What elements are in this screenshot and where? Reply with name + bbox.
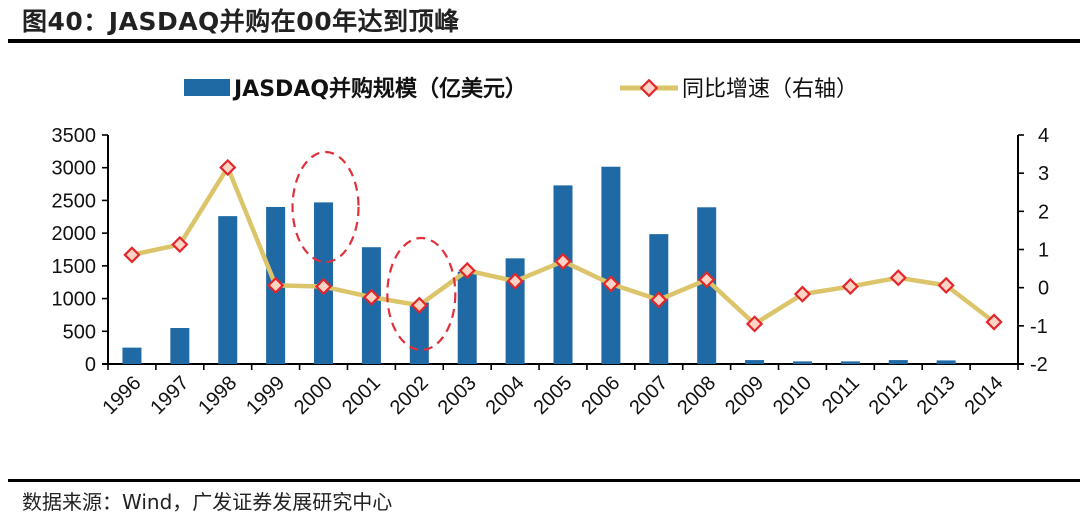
growth-marker-2013 [937,276,955,295]
left-axis-tick-label: 0 [85,354,96,376]
legend-line-label: 同比增速（右轴） [682,77,858,102]
right-axis-tick-label: -2 [1030,354,1048,376]
x-axis-tick-label: 2001 [338,372,385,419]
legend-bar-label: JASDAQ并购规模（亿美元） [232,76,527,102]
figure-title-text: JASDAQ并购在00年达到顶峰 [108,7,460,36]
x-axis-tick-label: 2008 [673,372,720,419]
right-axis-tick-label: -1 [1030,316,1048,338]
right-axis-tick-label: 3 [1038,163,1049,185]
highlight-ellipse-2000 [291,150,360,264]
x-axis-tick-label: 2007 [625,372,672,419]
bar-2012 [888,360,908,364]
left-axis-tick-label: 2000 [52,223,97,245]
x-axis-tick-label: 2012 [865,372,912,419]
growth-marker-1996 [123,246,141,264]
bottom-rule [8,479,1080,482]
x-axis-tick-label: 1999 [242,372,289,419]
x-axis-tick-label: 2011 [818,372,864,418]
left-axis-tick-label: 1000 [52,289,97,311]
left-axis-tick-label: 3000 [52,158,97,180]
legend-bar-swatch [184,79,230,96]
x-axis-tick-label: 2005 [530,372,577,419]
left-axis-tick-label: 1500 [52,256,97,278]
bar-2006 [601,166,621,364]
bar-2013 [936,360,956,364]
growth-marker-2005 [554,252,572,270]
left-axis-tick-label: 3500 [52,125,97,147]
left-axis-tick-label: 2500 [52,190,97,212]
growth-marker-2006 [602,275,620,293]
growth-marker-2009 [745,315,764,333]
growth-marker-2003 [458,261,476,280]
annotations [291,150,457,352]
growth-marker-2007 [650,291,668,309]
bars [122,166,956,364]
right-axis-tick-label: 0 [1038,278,1049,300]
bar-2003 [457,271,477,364]
top-rule [8,39,1080,43]
x-axis-tick-label: 1997 [146,372,193,419]
right-axis-tick-label: 1 [1038,240,1049,262]
highlight-ellipse-2002 [386,236,457,352]
right-axis-tick-label: 4 [1038,125,1049,147]
x-axis-tick-label: 2009 [721,372,768,419]
bar-1996 [122,347,142,364]
bar-2005 [553,185,573,364]
left-axis-tick-label: 500 [63,321,96,343]
x-axis-tick-label: 2004 [482,372,529,419]
x-axis-tick-label: 2000 [290,372,337,419]
bar-2010 [792,361,812,364]
growth-marker-2014 [985,313,1003,331]
growth-marker-2000 [314,277,333,296]
x-axis-tick-label: 1996 [98,372,145,419]
growth-marker-2002 [410,296,428,314]
right-axis-tick-label: 2 [1038,201,1049,223]
growth-marker-2012 [889,269,907,287]
growth-marker-2011 [841,277,859,296]
bar-1997 [170,328,190,364]
x-axis-tick-label: 1998 [194,372,241,419]
growth-marker-2008 [698,271,716,289]
growth-marker-1997 [171,235,189,254]
growth-marker-2001 [362,288,381,306]
growth-marker-1998 [219,158,237,177]
x-axis-tick-label: 2003 [434,372,481,419]
growth-line [123,158,1003,333]
bar-1998 [218,216,238,364]
bar-2009 [745,360,765,364]
bar-2011 [840,361,860,364]
growth-marker-2010 [793,285,812,303]
x-axis-tick-label: 2006 [577,372,624,419]
growth-marker-1999 [267,276,285,295]
x-axis-tick-label: 2002 [386,372,433,419]
source-note: 数据来源：Wind，广发证券发展研究中心 [22,490,393,514]
figure-title: 图40：JASDAQ并购在00年达到顶峰 [22,2,460,38]
legend: JASDAQ并购规模（亿美元） 同比增速（右轴） [184,76,858,102]
x-axis-tick-label: 2013 [913,372,960,419]
x-axis-tick-label: 2014 [961,372,1008,419]
figure-label: 图40： [22,7,109,36]
x-axis-tick-label: 2010 [769,372,816,419]
legend-line-marker [639,78,659,98]
growth-marker-2004 [506,272,524,290]
